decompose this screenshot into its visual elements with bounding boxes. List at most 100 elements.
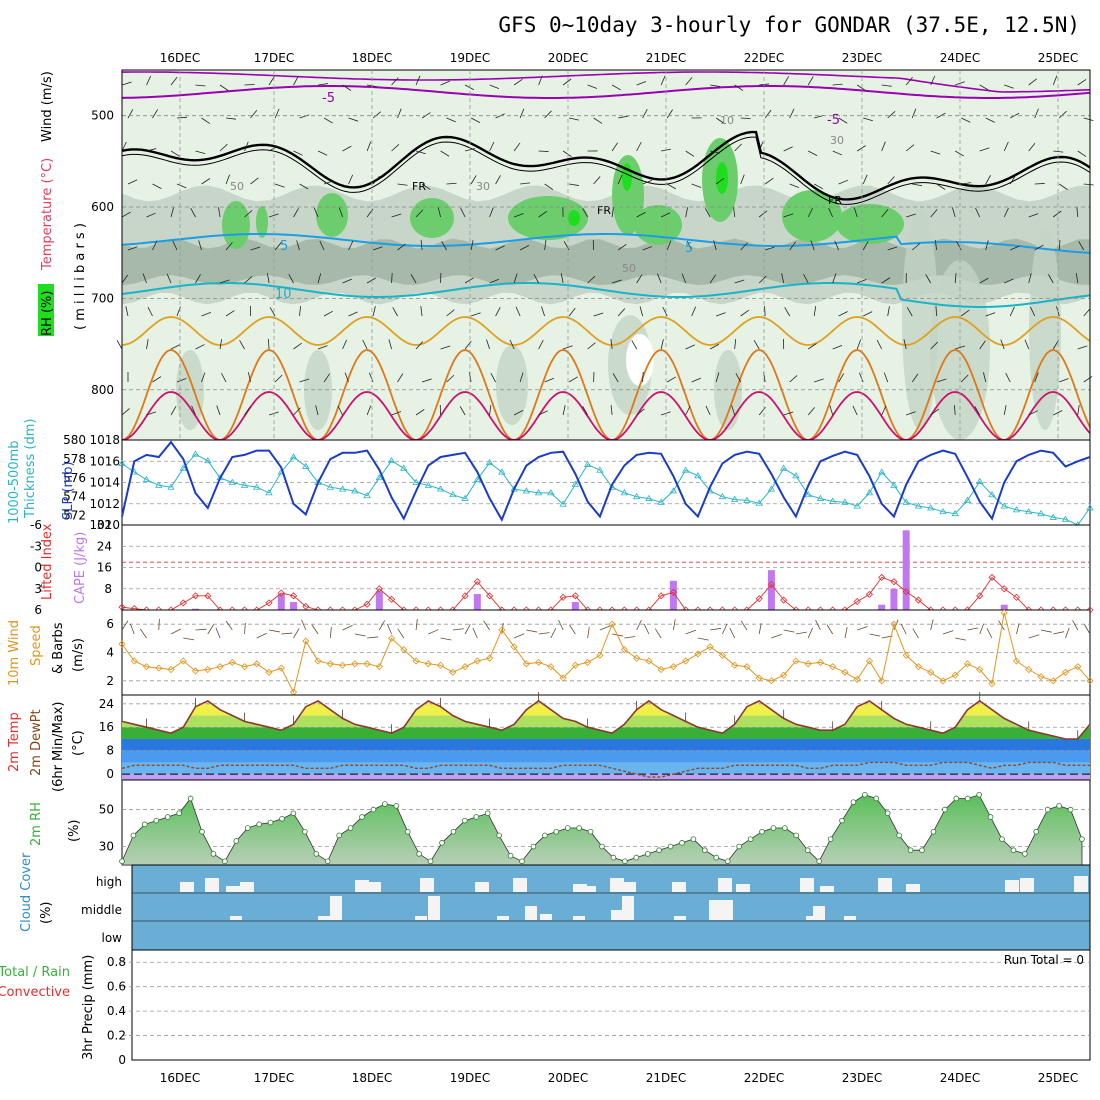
- wind-speed-pt-55: [792, 657, 800, 665]
- barb-243: [195, 274, 201, 284]
- barb-60: [618, 115, 629, 119]
- barb-254: [464, 277, 474, 284]
- wind10-barb-41: [624, 636, 636, 639]
- barb-212: [420, 240, 423, 251]
- cape-grid: [122, 545, 1090, 590]
- barb-244: [219, 279, 230, 284]
- thick-tick-1: 574: [63, 490, 86, 504]
- thickness-pt-47: [694, 472, 702, 479]
- cape-bar-14: [290, 602, 298, 610]
- lifted-index-pt-73: [1012, 593, 1021, 601]
- wind10-barb-57: [815, 619, 821, 631]
- barb-438: [1053, 410, 1063, 416]
- cloud-high-4: [355, 880, 369, 892]
- pressure-tick-0: 500: [91, 109, 114, 123]
- barb-326: [267, 338, 270, 350]
- barb-245: [244, 276, 253, 284]
- wind10-barb-8: [215, 627, 221, 639]
- rh-lower-patch-4: [714, 350, 742, 430]
- cloud-high-0: [180, 882, 194, 892]
- barb-412: [415, 409, 425, 416]
- barb-222: [666, 240, 672, 251]
- wind-speed-pt-78: [1074, 663, 1082, 671]
- barb-49: [348, 117, 359, 122]
- barb-265: [734, 279, 745, 284]
- barb-354: [955, 345, 965, 350]
- wind-speed-pt-17: [326, 660, 334, 668]
- rh2m-pt-82: [1056, 803, 1062, 809]
- barb-274: [954, 273, 957, 284]
- wind10-barb-10: [244, 623, 246, 635]
- barb-168: [313, 207, 319, 218]
- wind-speed-pt-10: [240, 663, 249, 671]
- barb-426: [758, 407, 766, 416]
- date-bot-8: 24DEC: [940, 1071, 980, 1085]
- contour-freezing-b: [121, 136, 1091, 205]
- barb-110: [856, 145, 866, 152]
- barb-315: [985, 312, 996, 317]
- cloud-high-22: [1074, 876, 1088, 892]
- wind-speed-pt-79: [1086, 677, 1094, 685]
- thickness-pt-62: [877, 468, 886, 475]
- wind-speed-pt-35: [547, 663, 555, 671]
- lifted-index-pt-54: [780, 596, 788, 604]
- contour-5: [121, 233, 1091, 254]
- barb-335: [486, 339, 490, 350]
- rh2m-pt-51: [702, 847, 708, 854]
- lifted-index-pt-61: [865, 590, 874, 598]
- barb-118: [1053, 150, 1064, 153]
- wind10-barb-50: [729, 627, 736, 639]
- rh-label-50-a: 50: [230, 180, 244, 193]
- wind10-barb-19: [354, 633, 366, 637]
- rh2m-pt-78: [1010, 847, 1017, 854]
- lifted-index-pt-15: [302, 602, 310, 611]
- barb-299: [593, 312, 604, 317]
- thickness-pt-41: [620, 489, 629, 496]
- barb-143: [691, 183, 702, 188]
- wind10-barb-11: [256, 632, 267, 639]
- wind-speed-pt-76: [1049, 677, 1057, 685]
- date-top-9: 25DEC: [1038, 51, 1078, 65]
- rh2m-pt-9: [222, 858, 228, 865]
- barb-418: [562, 405, 566, 416]
- lifted-index-pt-12: [265, 599, 273, 607]
- wind-grid: [122, 623, 1090, 682]
- t2m-tick-2: 16: [99, 720, 114, 734]
- barb-151: [887, 176, 895, 185]
- barb-291: [392, 307, 398, 317]
- date-bot-2: 18DEC: [352, 1071, 392, 1085]
- wind10-barb-35: [550, 628, 557, 639]
- wind-speed-pt-38: [584, 658, 592, 666]
- barb-392: [911, 373, 919, 383]
- barb-28: [807, 76, 814, 86]
- wind-speed-pt-41: [620, 646, 628, 654]
- date-top-3: 19DEC: [450, 51, 490, 65]
- li-tick-3: 3: [34, 582, 42, 596]
- rh2m-pt-22: [370, 806, 377, 813]
- rh2m-pt-71: [930, 828, 937, 835]
- t2m-tick-1: 8: [106, 744, 114, 758]
- barb-13: [440, 80, 450, 86]
- rh2m-pt-33: [496, 832, 502, 839]
- barb-19: [587, 84, 598, 89]
- wind-speed-pt-36: [559, 674, 567, 682]
- rh2m-pt-47: [656, 847, 662, 854]
- li-tick-1: -3: [30, 539, 42, 553]
- barb-247: [288, 274, 294, 284]
- wind-speed-pt-25: [424, 660, 432, 668]
- wind10-barb-15: [301, 619, 307, 631]
- t2m-band-3: [122, 738, 1090, 751]
- barb-240: [121, 274, 129, 284]
- rh2m-pt-30: [462, 817, 468, 824]
- barb-97: [538, 150, 549, 152]
- ylabel-t2m-d: (°C): [71, 730, 86, 756]
- barb-57: [544, 110, 552, 119]
- rh-bright-blob-1: [716, 162, 728, 194]
- barb-313: [935, 305, 938, 317]
- lifted-index-pt-13: [277, 589, 285, 597]
- cloud-high-1: [205, 878, 219, 892]
- wind-speed-pt-40: [608, 620, 616, 628]
- barb-88: [317, 150, 328, 156]
- barb-82: [170, 150, 180, 157]
- li-tick-4: 6: [34, 603, 42, 617]
